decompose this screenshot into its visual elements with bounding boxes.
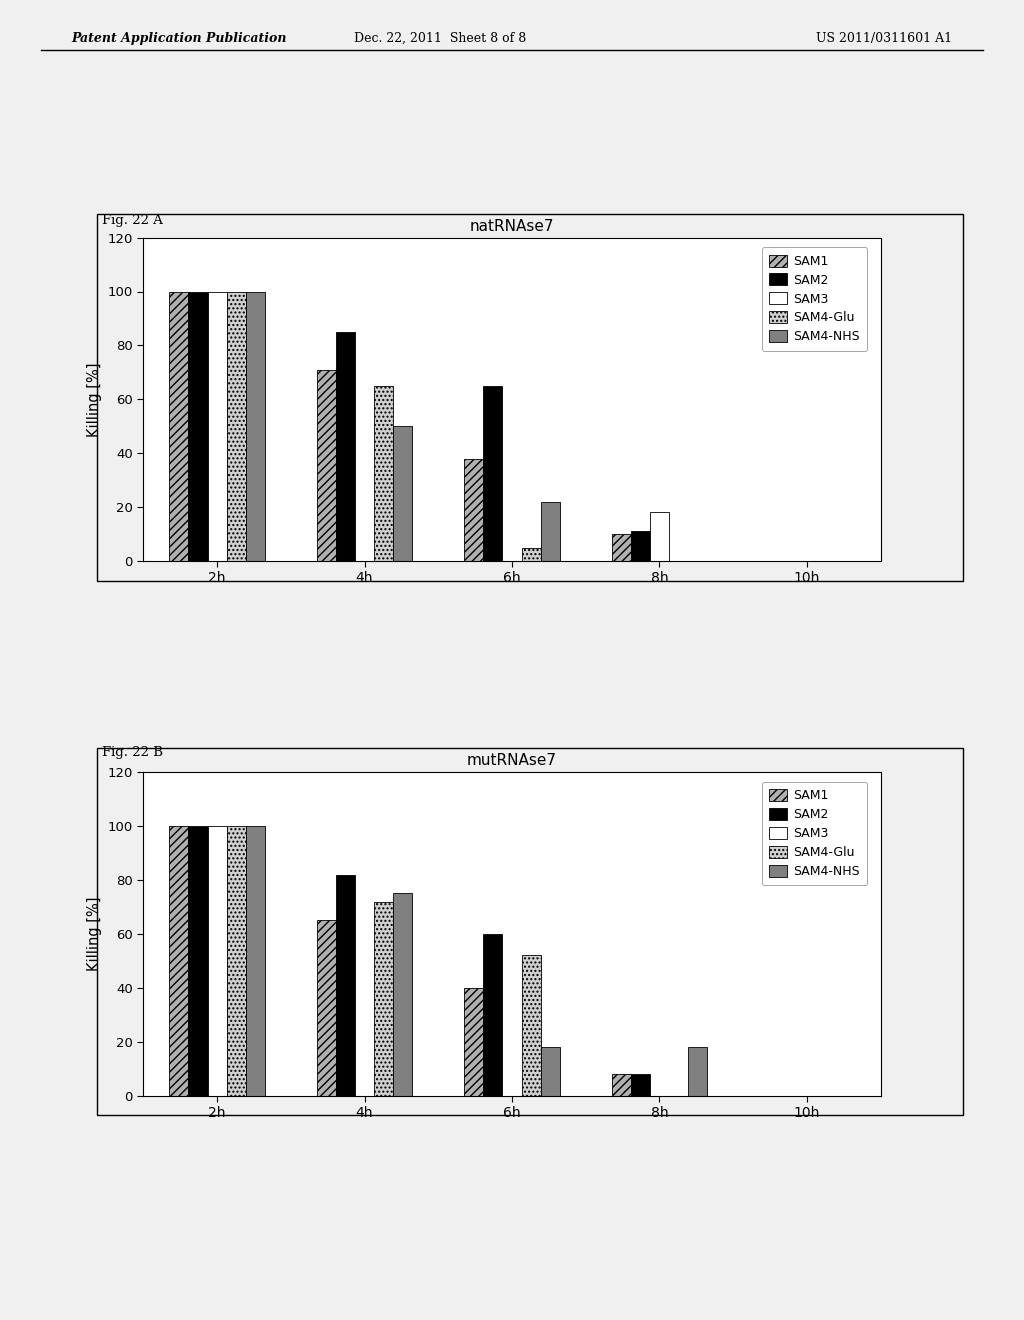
Bar bbox=[226, 292, 246, 561]
Bar bbox=[650, 512, 669, 561]
Bar bbox=[521, 548, 541, 561]
Bar bbox=[483, 385, 503, 561]
Bar bbox=[631, 532, 650, 561]
Legend: SAM1, SAM2, SAM3, SAM4-Glu, SAM4-NHS: SAM1, SAM2, SAM3, SAM4-Glu, SAM4-NHS bbox=[762, 781, 867, 886]
Bar bbox=[393, 426, 413, 561]
Bar bbox=[611, 535, 631, 561]
Bar bbox=[374, 902, 393, 1096]
Bar bbox=[188, 292, 208, 561]
Bar bbox=[208, 292, 226, 561]
Bar bbox=[631, 1074, 650, 1096]
Bar bbox=[169, 292, 188, 561]
Bar bbox=[316, 370, 336, 561]
Title: mutRNAse7: mutRNAse7 bbox=[467, 754, 557, 768]
Bar bbox=[316, 920, 336, 1096]
Bar bbox=[541, 1047, 560, 1096]
Text: US 2011/0311601 A1: US 2011/0311601 A1 bbox=[816, 32, 952, 45]
Text: Fig. 22 B: Fig. 22 B bbox=[102, 746, 164, 759]
Text: Fig. 22 A: Fig. 22 A bbox=[102, 214, 163, 227]
Bar bbox=[188, 826, 208, 1096]
Y-axis label: Killing [%]: Killing [%] bbox=[87, 896, 102, 972]
Bar bbox=[169, 826, 188, 1096]
Bar bbox=[246, 292, 265, 561]
Bar bbox=[688, 1047, 708, 1096]
Bar bbox=[226, 826, 246, 1096]
Bar bbox=[374, 385, 393, 561]
Bar bbox=[393, 894, 413, 1096]
Bar bbox=[246, 826, 265, 1096]
Text: Patent Application Publication: Patent Application Publication bbox=[72, 32, 287, 45]
Bar bbox=[611, 1074, 631, 1096]
Bar bbox=[208, 826, 226, 1096]
Bar bbox=[541, 502, 560, 561]
Bar bbox=[464, 458, 483, 561]
Bar bbox=[336, 331, 355, 561]
Legend: SAM1, SAM2, SAM3, SAM4-Glu, SAM4-NHS: SAM1, SAM2, SAM3, SAM4-Glu, SAM4-NHS bbox=[762, 247, 867, 351]
Bar bbox=[521, 956, 541, 1096]
Text: Dec. 22, 2011  Sheet 8 of 8: Dec. 22, 2011 Sheet 8 of 8 bbox=[354, 32, 526, 45]
Y-axis label: Killing [%]: Killing [%] bbox=[87, 362, 102, 437]
Bar bbox=[336, 875, 355, 1096]
Bar bbox=[483, 935, 503, 1096]
Title: natRNAse7: natRNAse7 bbox=[470, 219, 554, 234]
Bar bbox=[464, 987, 483, 1096]
